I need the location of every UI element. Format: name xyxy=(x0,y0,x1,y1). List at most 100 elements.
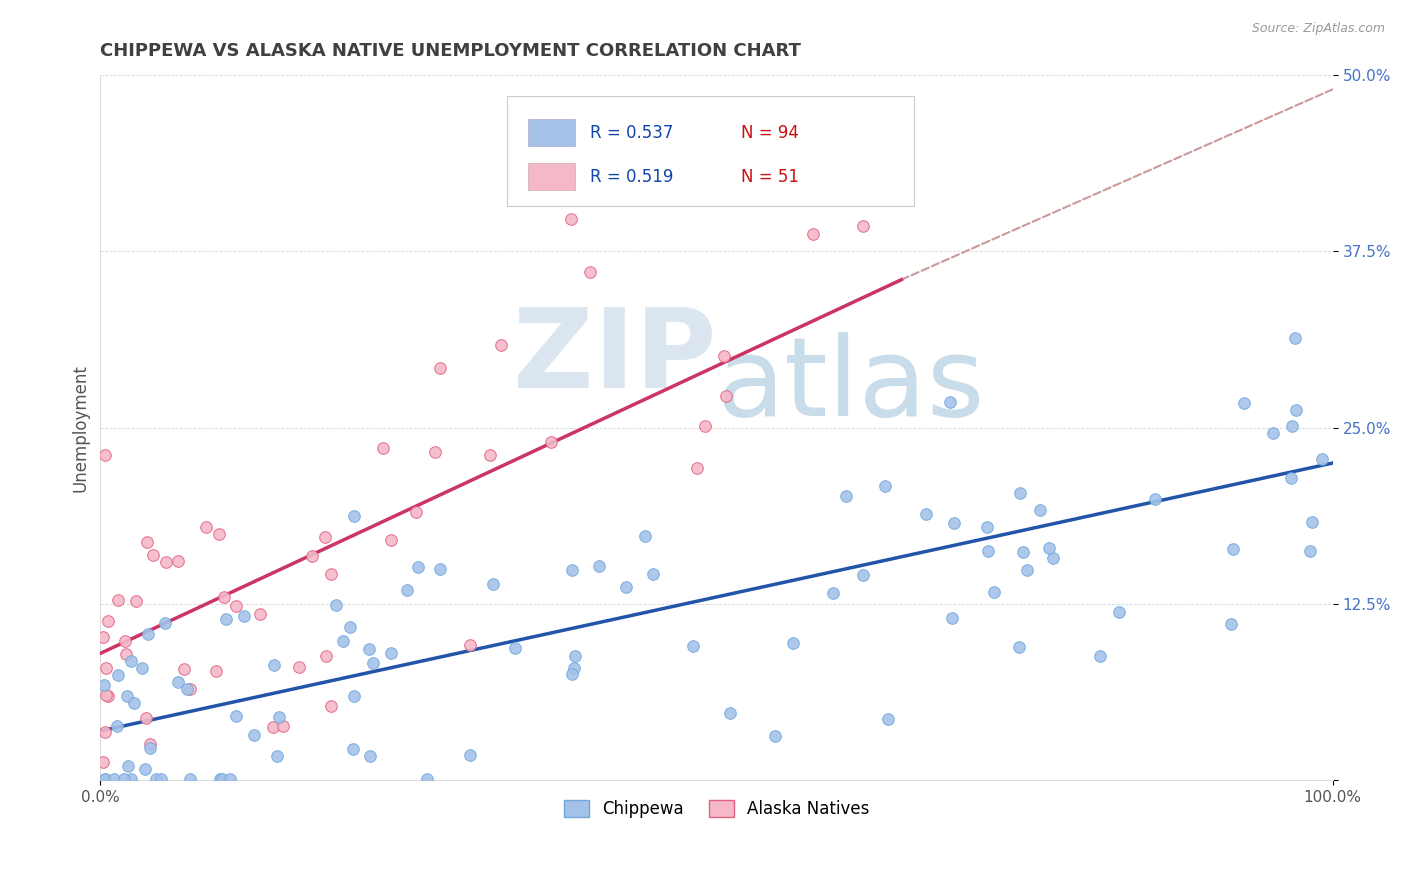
Point xyxy=(96,688,118,702)
Point xyxy=(977,544,1000,558)
Point xyxy=(1222,541,1244,556)
Point xyxy=(135,711,157,725)
Point xyxy=(1261,425,1284,440)
Point xyxy=(301,549,323,563)
Point xyxy=(693,418,716,433)
Point xyxy=(914,507,936,521)
Point xyxy=(339,620,361,634)
Text: CHIPPEWA VS ALASKA NATIVE UNEMPLOYMENT CORRELATION CHART: CHIPPEWA VS ALASKA NATIVE UNEMPLOYMENT C… xyxy=(100,42,801,60)
Point xyxy=(343,508,366,523)
Point xyxy=(262,720,284,734)
Text: ZIP: ZIP xyxy=(513,304,717,410)
Point xyxy=(195,520,218,534)
Point xyxy=(380,646,402,660)
Point xyxy=(1010,485,1032,500)
Point xyxy=(835,489,858,503)
Point xyxy=(380,533,402,547)
Point xyxy=(561,563,583,577)
Point xyxy=(233,608,256,623)
Point xyxy=(943,516,966,531)
Point xyxy=(105,719,128,733)
Point xyxy=(215,612,238,626)
Point xyxy=(873,479,896,493)
Point xyxy=(357,642,380,657)
Point xyxy=(319,698,342,713)
Point xyxy=(266,748,288,763)
Point xyxy=(153,616,176,631)
Point xyxy=(134,762,156,776)
Point xyxy=(503,640,526,655)
Point xyxy=(641,566,664,581)
Point xyxy=(1279,471,1302,485)
Point xyxy=(315,648,337,663)
Point xyxy=(852,568,875,582)
Point xyxy=(782,636,804,650)
Point xyxy=(155,555,177,569)
Point xyxy=(395,582,418,597)
Point xyxy=(115,647,138,661)
Point xyxy=(122,696,145,710)
Point xyxy=(540,434,562,449)
Point xyxy=(167,675,190,690)
Point xyxy=(325,598,347,612)
Point xyxy=(616,580,638,594)
Point xyxy=(107,668,129,682)
Point xyxy=(634,529,657,543)
Point xyxy=(1219,617,1241,632)
Point xyxy=(97,689,120,703)
Point xyxy=(211,772,233,786)
Point xyxy=(263,658,285,673)
Point xyxy=(852,219,875,234)
Point xyxy=(588,558,610,573)
Point xyxy=(145,772,167,786)
Point xyxy=(176,681,198,696)
Point xyxy=(763,729,786,743)
Point xyxy=(138,627,160,641)
Point xyxy=(136,534,159,549)
Point xyxy=(1088,648,1111,663)
Point xyxy=(821,586,844,600)
Point xyxy=(938,395,960,409)
Point xyxy=(120,654,142,668)
Point xyxy=(343,689,366,703)
Point xyxy=(482,577,505,591)
Legend: Chippewa, Alaska Natives: Chippewa, Alaska Natives xyxy=(557,793,876,825)
Point xyxy=(429,360,451,375)
Point xyxy=(342,742,364,756)
Point xyxy=(1301,515,1323,529)
Point xyxy=(718,706,741,721)
Point xyxy=(416,772,439,786)
Point xyxy=(125,594,148,608)
Point xyxy=(460,747,482,762)
Point xyxy=(686,460,709,475)
Point xyxy=(103,772,125,786)
Point xyxy=(218,772,240,786)
Point xyxy=(117,689,139,703)
Point xyxy=(1015,563,1038,577)
Point xyxy=(91,631,114,645)
Point xyxy=(131,661,153,675)
Point xyxy=(877,712,900,726)
Point xyxy=(1042,551,1064,566)
Text: Source: ZipAtlas.com: Source: ZipAtlas.com xyxy=(1251,22,1385,36)
Point xyxy=(803,227,825,241)
Point xyxy=(142,548,165,562)
Point xyxy=(561,667,583,681)
Point xyxy=(1012,544,1035,558)
Point xyxy=(976,519,998,533)
Point xyxy=(941,611,963,625)
Point xyxy=(114,633,136,648)
Point xyxy=(208,526,231,541)
Text: N = 51: N = 51 xyxy=(741,168,799,186)
Point xyxy=(1038,541,1060,555)
Point xyxy=(1233,396,1256,410)
FancyBboxPatch shape xyxy=(529,120,575,146)
Point xyxy=(93,678,115,692)
Point xyxy=(371,442,394,456)
Point xyxy=(94,772,117,786)
Point xyxy=(243,727,266,741)
Point xyxy=(1029,503,1052,517)
Point xyxy=(363,656,385,670)
Y-axis label: Unemployment: Unemployment xyxy=(72,364,89,491)
Point xyxy=(267,709,290,723)
